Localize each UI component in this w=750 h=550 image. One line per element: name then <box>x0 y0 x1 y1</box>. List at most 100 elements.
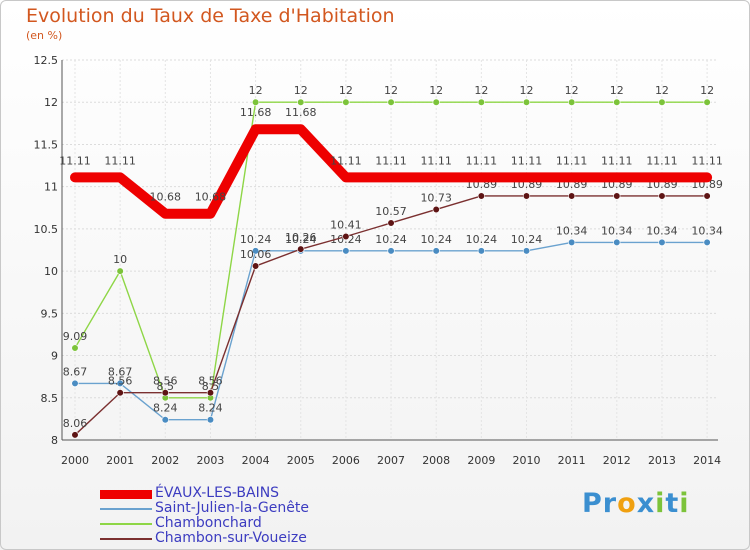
data-label: 12 <box>565 84 579 97</box>
data-label: 10.68 <box>150 191 182 204</box>
data-label: 8.5 <box>157 380 175 393</box>
legend-label-chambonchard: Chambonchard <box>155 515 262 531</box>
data-point <box>297 98 305 106</box>
x-tick-label: 2012 <box>603 454 631 467</box>
data-label: 8.24 <box>153 402 178 415</box>
data-point <box>432 205 440 214</box>
x-tick-label: 2001 <box>106 454 134 467</box>
x-tick-label: 2010 <box>513 454 541 467</box>
legend-label-saint-julien: Saint-Julien-la-Genête <box>155 500 309 516</box>
data-point <box>568 192 576 200</box>
data-point <box>522 192 531 200</box>
legend-swatch-saint-julien <box>100 508 152 510</box>
x-tick-label: 2003 <box>196 454 224 467</box>
data-label: 8.56 <box>153 375 178 388</box>
x-tick-label: 2009 <box>467 454 495 467</box>
data-point <box>116 379 124 388</box>
chart-title: Evolution du Taux de Taxe d'Habitation <box>26 5 395 27</box>
data-label: 10.34 <box>691 224 723 237</box>
data-label: 11.11 <box>59 154 91 167</box>
data-point <box>703 238 711 246</box>
x-tick-label: 2002 <box>151 454 179 467</box>
logo-letter-x: x <box>636 488 656 519</box>
data-label: 8.67 <box>108 365 133 378</box>
data-label: 11.11 <box>375 154 407 167</box>
data-label: 10.34 <box>601 224 633 237</box>
data-label: 8.56 <box>108 375 133 388</box>
data-point <box>613 192 621 200</box>
y-tick-label: 8.5 <box>41 392 59 405</box>
data-point <box>658 192 666 200</box>
y-tick-label: 12 <box>44 96 58 109</box>
data-label: 8.06 <box>63 417 88 430</box>
logo-letter-p: P <box>582 488 603 519</box>
data-point <box>342 247 350 255</box>
logo-letter-i2: i <box>679 488 690 519</box>
data-label: 10.24 <box>420 233 452 246</box>
data-point <box>703 98 711 106</box>
data-label: 10.34 <box>556 224 588 237</box>
x-tick-label: 2011 <box>558 454 586 467</box>
data-label: 12 <box>610 84 624 97</box>
logo-letter-i: i <box>655 488 666 519</box>
x-tick-label: 2005 <box>287 454 315 467</box>
data-point <box>71 431 79 439</box>
legend-swatch-chambon <box>100 538 152 540</box>
data-point <box>568 98 576 106</box>
data-point <box>342 232 350 241</box>
data-point <box>252 247 260 255</box>
data-label: 11.11 <box>646 154 678 167</box>
data-label: 11.11 <box>420 154 452 167</box>
data-label: 10.24 <box>375 233 407 246</box>
data-label: 11.11 <box>691 154 723 167</box>
y-tick-label: 11.5 <box>34 138 59 151</box>
data-label: 11.11 <box>601 154 633 167</box>
data-point <box>522 98 531 106</box>
data-label: 11.68 <box>285 106 317 119</box>
data-label: 11.11 <box>104 154 136 167</box>
legend-swatch-evaux <box>100 490 152 499</box>
data-point <box>432 98 440 106</box>
y-tick-label: 9.5 <box>41 307 59 320</box>
data-point <box>342 98 350 106</box>
y-tick-label: 10.5 <box>34 223 59 236</box>
data-point <box>252 98 260 106</box>
data-point <box>522 247 531 255</box>
data-label: 10.34 <box>646 224 678 237</box>
data-label: 11.11 <box>556 154 588 167</box>
data-point <box>477 192 485 200</box>
data-point <box>161 416 169 424</box>
proxiti-logo: Proxiti <box>582 488 690 519</box>
data-label: 12 <box>655 84 669 97</box>
data-label: 8.24 <box>198 402 223 415</box>
data-label: 11.11 <box>330 154 362 167</box>
series-line <box>70 124 713 219</box>
data-point <box>116 389 124 397</box>
data-point <box>568 238 576 246</box>
data-label: 10.68 <box>195 191 227 204</box>
data-point <box>387 219 395 227</box>
data-label: 11.11 <box>466 154 498 167</box>
data-label: 10 <box>113 253 127 266</box>
data-label: 12 <box>249 84 263 97</box>
legend-label-evaux: ÉVAUX-LES-BAINS <box>155 485 280 501</box>
data-point <box>252 262 260 270</box>
data-point <box>477 247 485 255</box>
legend-label-chambon: Chambon-sur-Voueize <box>155 530 307 546</box>
y-tick-label: 9 <box>51 350 58 363</box>
data-label: 10.06 <box>240 248 272 261</box>
data-point <box>477 98 485 106</box>
data-label: 12 <box>429 84 443 97</box>
data-label: 12 <box>474 84 488 97</box>
x-tick-label: 2007 <box>377 454 405 467</box>
data-point <box>432 247 440 255</box>
legend-swatch-chambonchard <box>100 523 152 525</box>
y-tick-label: 12.5 <box>34 54 59 67</box>
x-tick-label: 2004 <box>242 454 270 467</box>
data-point <box>206 416 215 424</box>
data-label: 10.26 <box>285 231 317 244</box>
data-label: 9.09 <box>63 330 88 343</box>
logo-letter-t: t <box>665 488 680 519</box>
logo-letter-r: r <box>602 488 618 519</box>
line-chart: 8 8.5 9 9.5 10 10.5 11 11.5 12 12.5 2000 2001 2002 20… <box>34 54 723 467</box>
